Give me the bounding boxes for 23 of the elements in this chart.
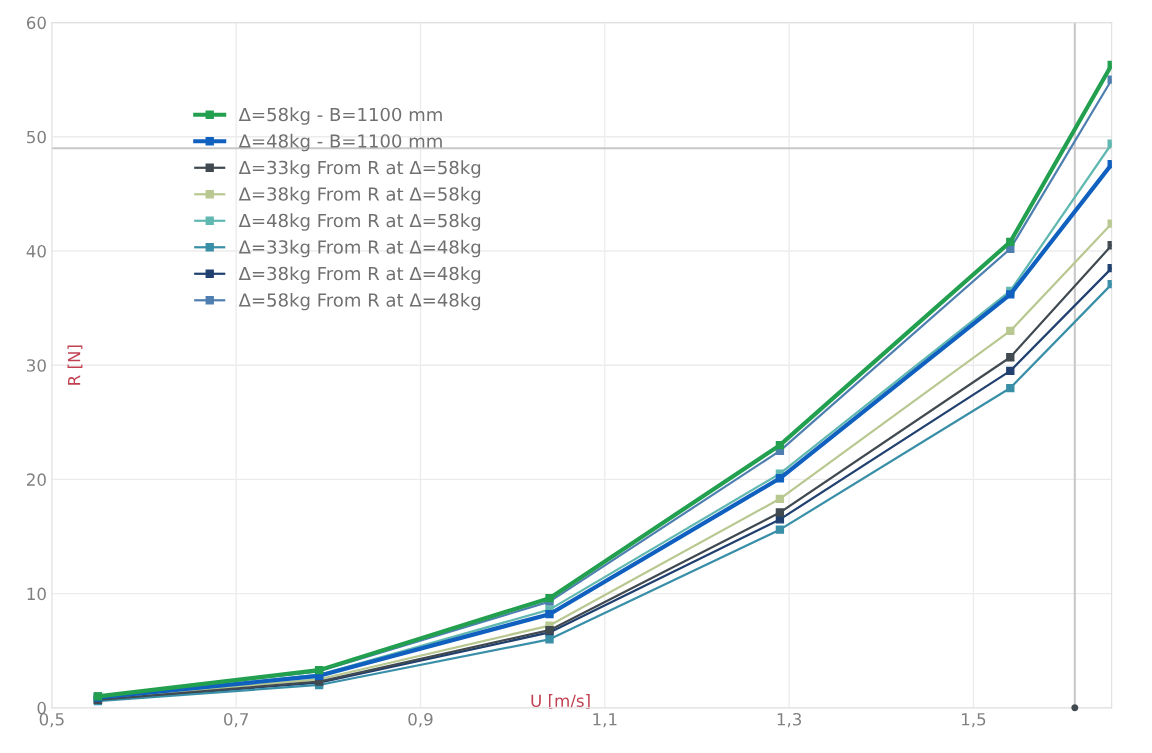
y-tick-label: 50 <box>27 130 46 144</box>
x-axis-title: U [m/s] <box>531 694 590 709</box>
y-tick-label: 10 <box>27 587 46 601</box>
x-tick-label: 1,3 <box>777 712 802 728</box>
legend-label: Δ=58kg - B=1100 mm <box>238 107 442 125</box>
x-tick-label: 0,5 <box>39 712 64 728</box>
legend-label: Δ=48kg From R at Δ=58kg <box>238 213 481 231</box>
legend-label: Δ=38kg From R at Δ=58kg <box>238 186 481 205</box>
y-axis-title: R [N] <box>67 345 83 385</box>
legend-label: Δ=48kg - B=1100 mm <box>238 133 442 152</box>
y-tick-label: 0 <box>37 701 46 715</box>
y-tick-label: 30 <box>27 359 46 372</box>
legend-label: Δ=38kg From R at Δ=48kg <box>238 266 481 284</box>
y-tick-label: 60 <box>26 16 46 30</box>
legend-label: Δ=58kg From R at Δ=48kg <box>238 292 481 311</box>
x-tick-label: 1,5 <box>962 713 986 728</box>
y-tick-label: 40 <box>26 244 46 258</box>
x-tick-label: 0,7 <box>224 712 248 728</box>
legend-label: Δ=33kg From R at Δ=58kg <box>238 160 481 178</box>
x-tick-label: 1,1 <box>593 713 617 728</box>
x-tick-label: 0,9 <box>408 712 433 728</box>
y-tick-label: 20 <box>26 473 46 486</box>
legend-label: Δ=33kg From R at Δ=48kg <box>238 239 481 258</box>
